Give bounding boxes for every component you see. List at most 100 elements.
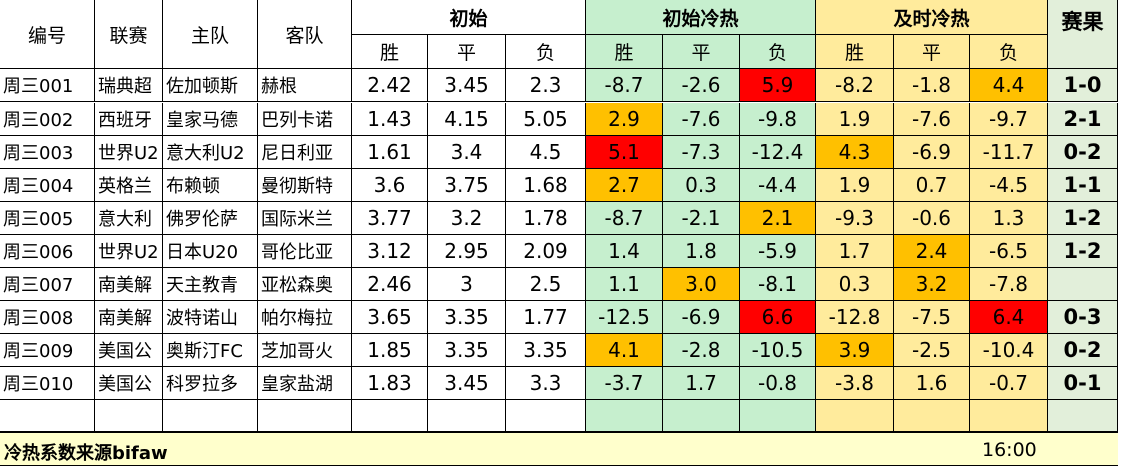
home-team: 科罗拉多 xyxy=(163,367,258,400)
initial-odds-draw: 3.45 xyxy=(428,69,506,102)
live-hotcold-draw: -6.9 xyxy=(894,136,970,169)
league-name: 意大利 xyxy=(95,202,163,235)
initial-hotcold-draw: -2.1 xyxy=(663,202,740,235)
live-hotcold-lose: -9.7 xyxy=(970,103,1048,136)
subheader-lose: 负 xyxy=(506,35,586,69)
league-name: 世界U2 xyxy=(95,136,163,169)
empty-cell xyxy=(95,400,163,432)
empty-cell xyxy=(970,400,1048,432)
initial-hotcold-win: 2.9 xyxy=(586,103,663,136)
initial-odds-win: 3.65 xyxy=(352,301,428,334)
subheader-lose: 负 xyxy=(970,35,1048,69)
away-team: 国际米兰 xyxy=(258,202,352,235)
home-team: 皇家马德 xyxy=(163,103,258,136)
live-hotcold-lose: 1.3 xyxy=(970,202,1048,235)
initial-hotcold-win: -12.5 xyxy=(586,301,663,334)
empty-cell xyxy=(740,400,816,432)
match-result: 2-1 xyxy=(1048,103,1118,136)
initial-odds-draw: 4.15 xyxy=(428,103,506,136)
initial-odds-win: 1.43 xyxy=(352,103,428,136)
initial-odds-draw: 3.75 xyxy=(428,169,506,202)
empty-cell xyxy=(0,400,95,432)
empty-cell xyxy=(586,400,663,432)
match-id: 周三004 xyxy=(0,169,95,202)
initial-odds-lose: 1.77 xyxy=(506,301,586,334)
live-hotcold-draw: -7.5 xyxy=(894,301,970,334)
subheader-draw: 平 xyxy=(894,35,970,69)
header-home: 主队 xyxy=(163,0,258,69)
initial-hotcold-win: 1.1 xyxy=(586,268,663,301)
home-team: 天主教青 xyxy=(163,268,258,301)
empty-cell xyxy=(894,400,970,432)
away-team: 帕尔梅拉 xyxy=(258,301,352,334)
league-name: 英格兰 xyxy=(95,169,163,202)
initial-hotcold-lose: 6.6 xyxy=(740,301,816,334)
initial-hotcold-lose: -4.4 xyxy=(740,169,816,202)
live-hotcold-win: 0.3 xyxy=(816,268,894,301)
live-hotcold-lose: -11.7 xyxy=(970,136,1048,169)
initial-odds-win: 1.61 xyxy=(352,136,428,169)
header-initial: 初始 xyxy=(352,0,586,35)
league-name: 瑞典超 xyxy=(95,69,163,102)
initial-odds-win: 3.6 xyxy=(352,169,428,202)
live-hotcold-win: 3.9 xyxy=(816,334,894,367)
initial-hotcold-draw: -7.3 xyxy=(663,136,740,169)
initial-hotcold-draw: -7.6 xyxy=(663,103,740,136)
footer-bar: 冷热系数来源bifaw 16:00 xyxy=(0,432,1118,466)
initial-odds-win: 2.42 xyxy=(352,69,428,102)
live-hotcold-draw: 1.6 xyxy=(894,367,970,400)
match-result: 1-2 xyxy=(1048,202,1118,235)
initial-odds-win: 2.46 xyxy=(352,268,428,301)
match-id: 周三001 xyxy=(0,69,95,102)
live-hotcold-win: -3.8 xyxy=(816,367,894,400)
subheader-lose: 负 xyxy=(740,35,816,69)
match-id: 周三009 xyxy=(0,334,95,367)
initial-odds-win: 3.12 xyxy=(352,235,428,268)
initial-odds-lose: 1.78 xyxy=(506,202,586,235)
match-id: 周三005 xyxy=(0,202,95,235)
initial-odds-draw: 3.45 xyxy=(428,367,506,400)
league-name: 美国公 xyxy=(95,334,163,367)
initial-hotcold-draw: -6.9 xyxy=(663,301,740,334)
match-result: 0-3 xyxy=(1048,301,1118,334)
initial-odds-draw: 2.95 xyxy=(428,235,506,268)
initial-odds-win: 1.85 xyxy=(352,334,428,367)
header-league: 联赛 xyxy=(95,0,163,69)
initial-odds-win: 1.83 xyxy=(352,367,428,400)
subheader-draw: 平 xyxy=(663,35,740,69)
away-team: 芝加哥火 xyxy=(258,334,352,367)
initial-hotcold-lose: -10.5 xyxy=(740,334,816,367)
initial-hotcold-draw: -2.6 xyxy=(663,69,740,102)
initial-odds-draw: 3 xyxy=(428,268,506,301)
initial-odds-lose: 1.68 xyxy=(506,169,586,202)
header-result: 赛果 xyxy=(1048,0,1118,69)
empty-cell xyxy=(1048,400,1118,432)
match-id: 周三003 xyxy=(0,136,95,169)
empty-cell xyxy=(163,400,258,432)
home-team: 佛罗伦萨 xyxy=(163,202,258,235)
initial-odds-win: 3.77 xyxy=(352,202,428,235)
initial-hotcold-lose: -12.4 xyxy=(740,136,816,169)
subheader-draw: 平 xyxy=(428,35,506,69)
away-team: 亚松森奥 xyxy=(258,268,352,301)
initial-hotcold-win: -8.7 xyxy=(586,202,663,235)
match-id: 周三007 xyxy=(0,268,95,301)
live-hotcold-lose: 6.4 xyxy=(970,301,1048,334)
initial-hotcold-lose: 2.1 xyxy=(740,202,816,235)
live-hotcold-draw: -1.8 xyxy=(894,69,970,102)
source-note: 冷热系数来源bifaw xyxy=(4,443,168,464)
initial-odds-lose: 3.35 xyxy=(506,334,586,367)
initial-hotcold-win: 5.1 xyxy=(586,136,663,169)
initial-hotcold-lose: -0.8 xyxy=(740,367,816,400)
live-hotcold-lose: -7.8 xyxy=(970,268,1048,301)
live-hotcold-win: -8.2 xyxy=(816,69,894,102)
initial-hotcold-draw: 0.3 xyxy=(663,169,740,202)
home-team: 意大利U2 xyxy=(163,136,258,169)
away-team: 哥伦比亚 xyxy=(258,235,352,268)
initial-hotcold-lose: 5.9 xyxy=(740,69,816,102)
initial-hotcold-lose: -9.8 xyxy=(740,103,816,136)
subheader-win: 胜 xyxy=(586,35,663,69)
initial-hotcold-win: 4.1 xyxy=(586,334,663,367)
empty-cell xyxy=(258,400,352,432)
